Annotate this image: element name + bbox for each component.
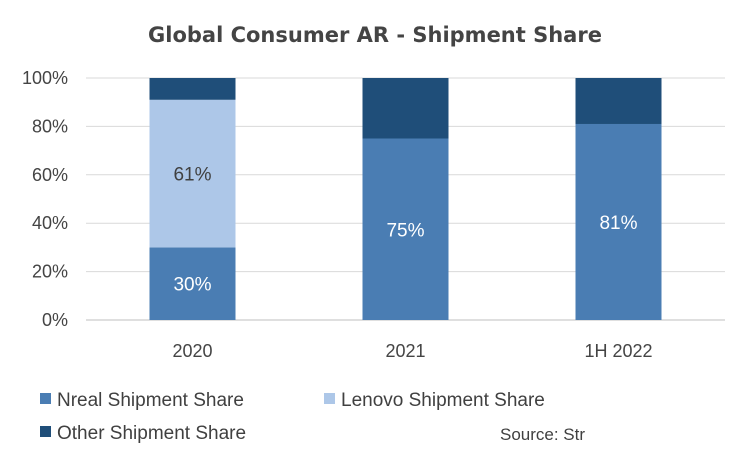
bar-segment — [575, 123, 662, 320]
legend-swatch — [40, 426, 51, 437]
legend-swatch — [324, 393, 335, 404]
bar-segment — [149, 99, 236, 248]
y-tick-label: 20% — [32, 262, 68, 282]
y-tick-label: 60% — [32, 165, 68, 185]
data-label: 61% — [173, 165, 211, 186]
bar-segment — [575, 78, 662, 124]
legend-label: Nreal Shipment Share — [57, 390, 244, 411]
x-axis-ticks: 2020 2021 1H 2022 — [172, 341, 652, 361]
y-axis-ticks: 0% 20% 40% 60% 80% 100% — [22, 68, 68, 330]
bar-segment — [149, 247, 236, 320]
y-tick-label: 0% — [42, 310, 68, 330]
x-tick-label: 2020 — [172, 341, 212, 361]
chart-title: Global Consumer AR - Shipment Share — [148, 23, 602, 47]
bar-segment — [362, 78, 449, 139]
y-tick-label: 80% — [32, 116, 68, 136]
data-labels: 30% 61% 75% 81% — [173, 165, 637, 296]
data-label: 81% — [599, 213, 637, 234]
legend-swatch — [40, 393, 51, 404]
y-tick-label: 40% — [32, 213, 68, 233]
data-label: 75% — [386, 220, 424, 241]
legend-label: Other Shipment Share — [57, 423, 246, 444]
y-tick-label: 100% — [22, 68, 68, 88]
bar-segment — [362, 138, 449, 320]
legend-label: Lenovo Shipment Share — [341, 390, 545, 411]
bar-segment — [149, 78, 236, 100]
source-note: Source: Str — [500, 425, 585, 444]
bars — [149, 78, 662, 320]
x-tick-label: 2021 — [385, 341, 425, 361]
data-label: 30% — [173, 275, 211, 296]
x-tick-label: 1H 2022 — [584, 341, 652, 361]
legend: Nreal Shipment Share Lenovo Shipment Shar… — [40, 390, 545, 444]
